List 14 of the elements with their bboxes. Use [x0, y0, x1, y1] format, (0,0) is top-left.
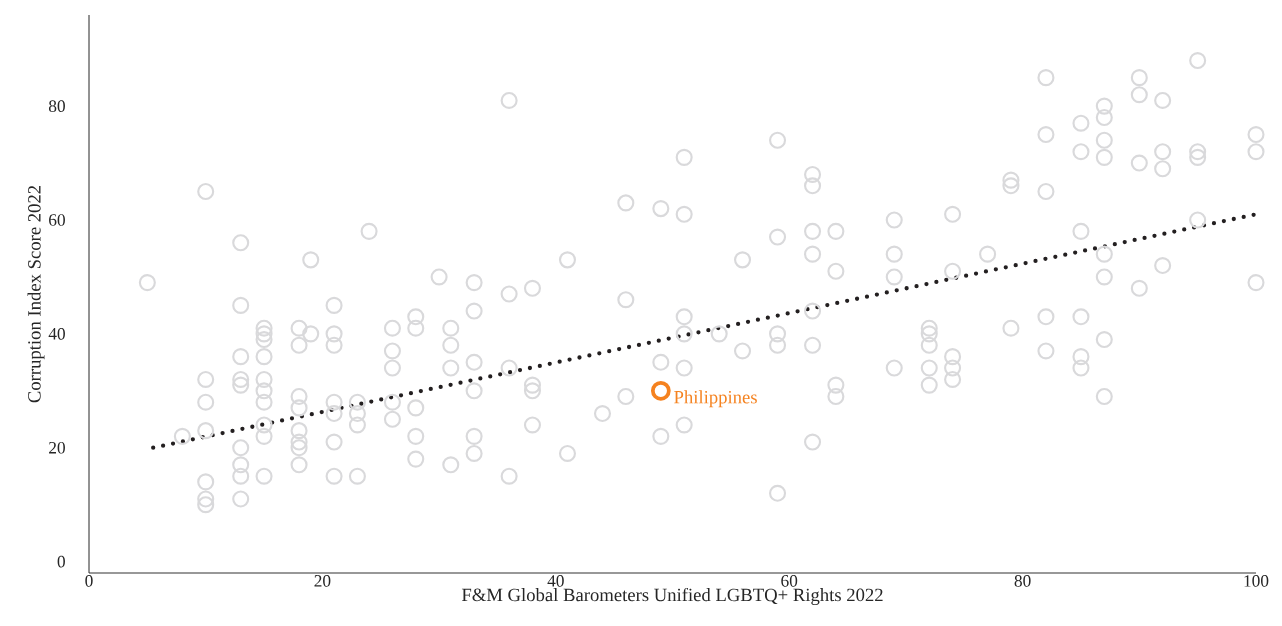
x-tick-label: 0	[85, 575, 93, 587]
y-tick-label: 60	[49, 214, 65, 226]
y-tick-label: 20	[49, 441, 65, 454]
y-axis-title: Corruption Index Score 2022	[27, 185, 45, 403]
x-tick-label: 20	[314, 575, 331, 587]
x-tick-label: 40	[547, 575, 564, 587]
x-tick-label: 80	[1014, 575, 1031, 587]
x-tick-label: 100	[1244, 575, 1269, 587]
series-label: Philippines	[674, 390, 757, 408]
y-tick-label: 80	[48, 100, 65, 112]
x-tick-label: 60	[781, 575, 798, 587]
y-tick-label: 40	[48, 328, 65, 340]
x-axis-title: F&M Global Barometers Unified LGBTQ+ Rights 2022	[461, 587, 883, 606]
y-tick-label: 0	[57, 555, 65, 568]
